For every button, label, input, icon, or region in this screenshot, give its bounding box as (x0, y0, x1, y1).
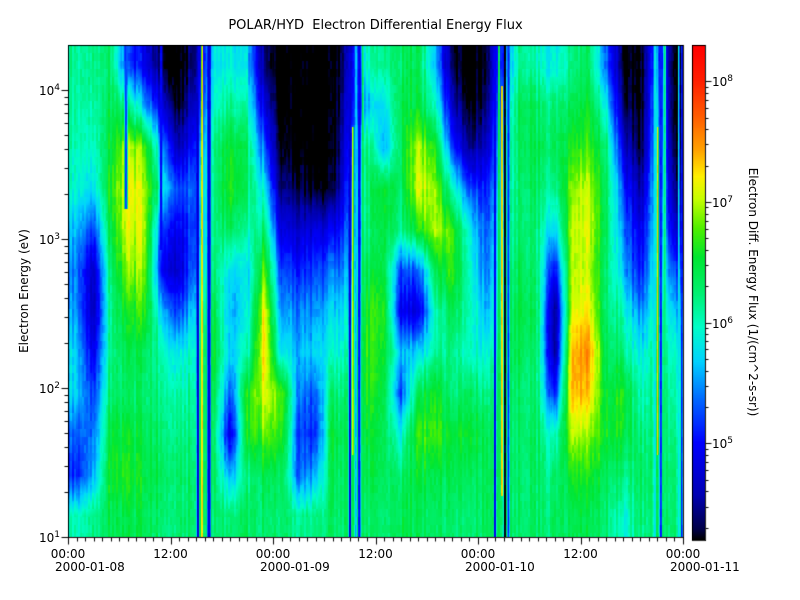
x-tick-time-label: 12:00 (153, 547, 188, 561)
y-tick-label: 104 (38, 82, 60, 98)
colorbar-label: Electron Diff. Energy Flux (1/(cm^2-s-sr… (746, 167, 760, 417)
chart-title: POLAR/HYD Electron Differential Energy F… (228, 18, 523, 33)
x-tick-time-label: 00:00 (255, 547, 291, 561)
colorbar-tick-label: 107 (712, 194, 734, 210)
x-tick-time-label: 00:00 (460, 547, 496, 561)
colorbar-tick-label: 106 (712, 315, 734, 331)
x-tick-time-label: 12:00 (358, 547, 393, 561)
y-axis-label: Electron Energy (eV) (17, 229, 31, 353)
x-tick-time-label: 00:00 (50, 547, 86, 561)
x-tick-date-label: 2000-01-11 (670, 560, 740, 574)
y-tick-label: 101 (38, 530, 60, 545)
y-tick-label: 103 (38, 231, 60, 247)
colorbar-tick-label: 108 (712, 74, 734, 90)
x-tick-date-label: 2000-01-08 (55, 560, 125, 574)
x-tick-date-label: 2000-01-09 (260, 560, 330, 574)
x-tick-time-label: 12:00 (563, 547, 598, 561)
y-tick-label: 102 (38, 380, 60, 396)
x-tick-date-label: 2000-01-10 (465, 560, 535, 574)
colorbar-tick-label: 105 (712, 436, 734, 452)
x-tick-time-label: 00:00 (665, 547, 701, 561)
